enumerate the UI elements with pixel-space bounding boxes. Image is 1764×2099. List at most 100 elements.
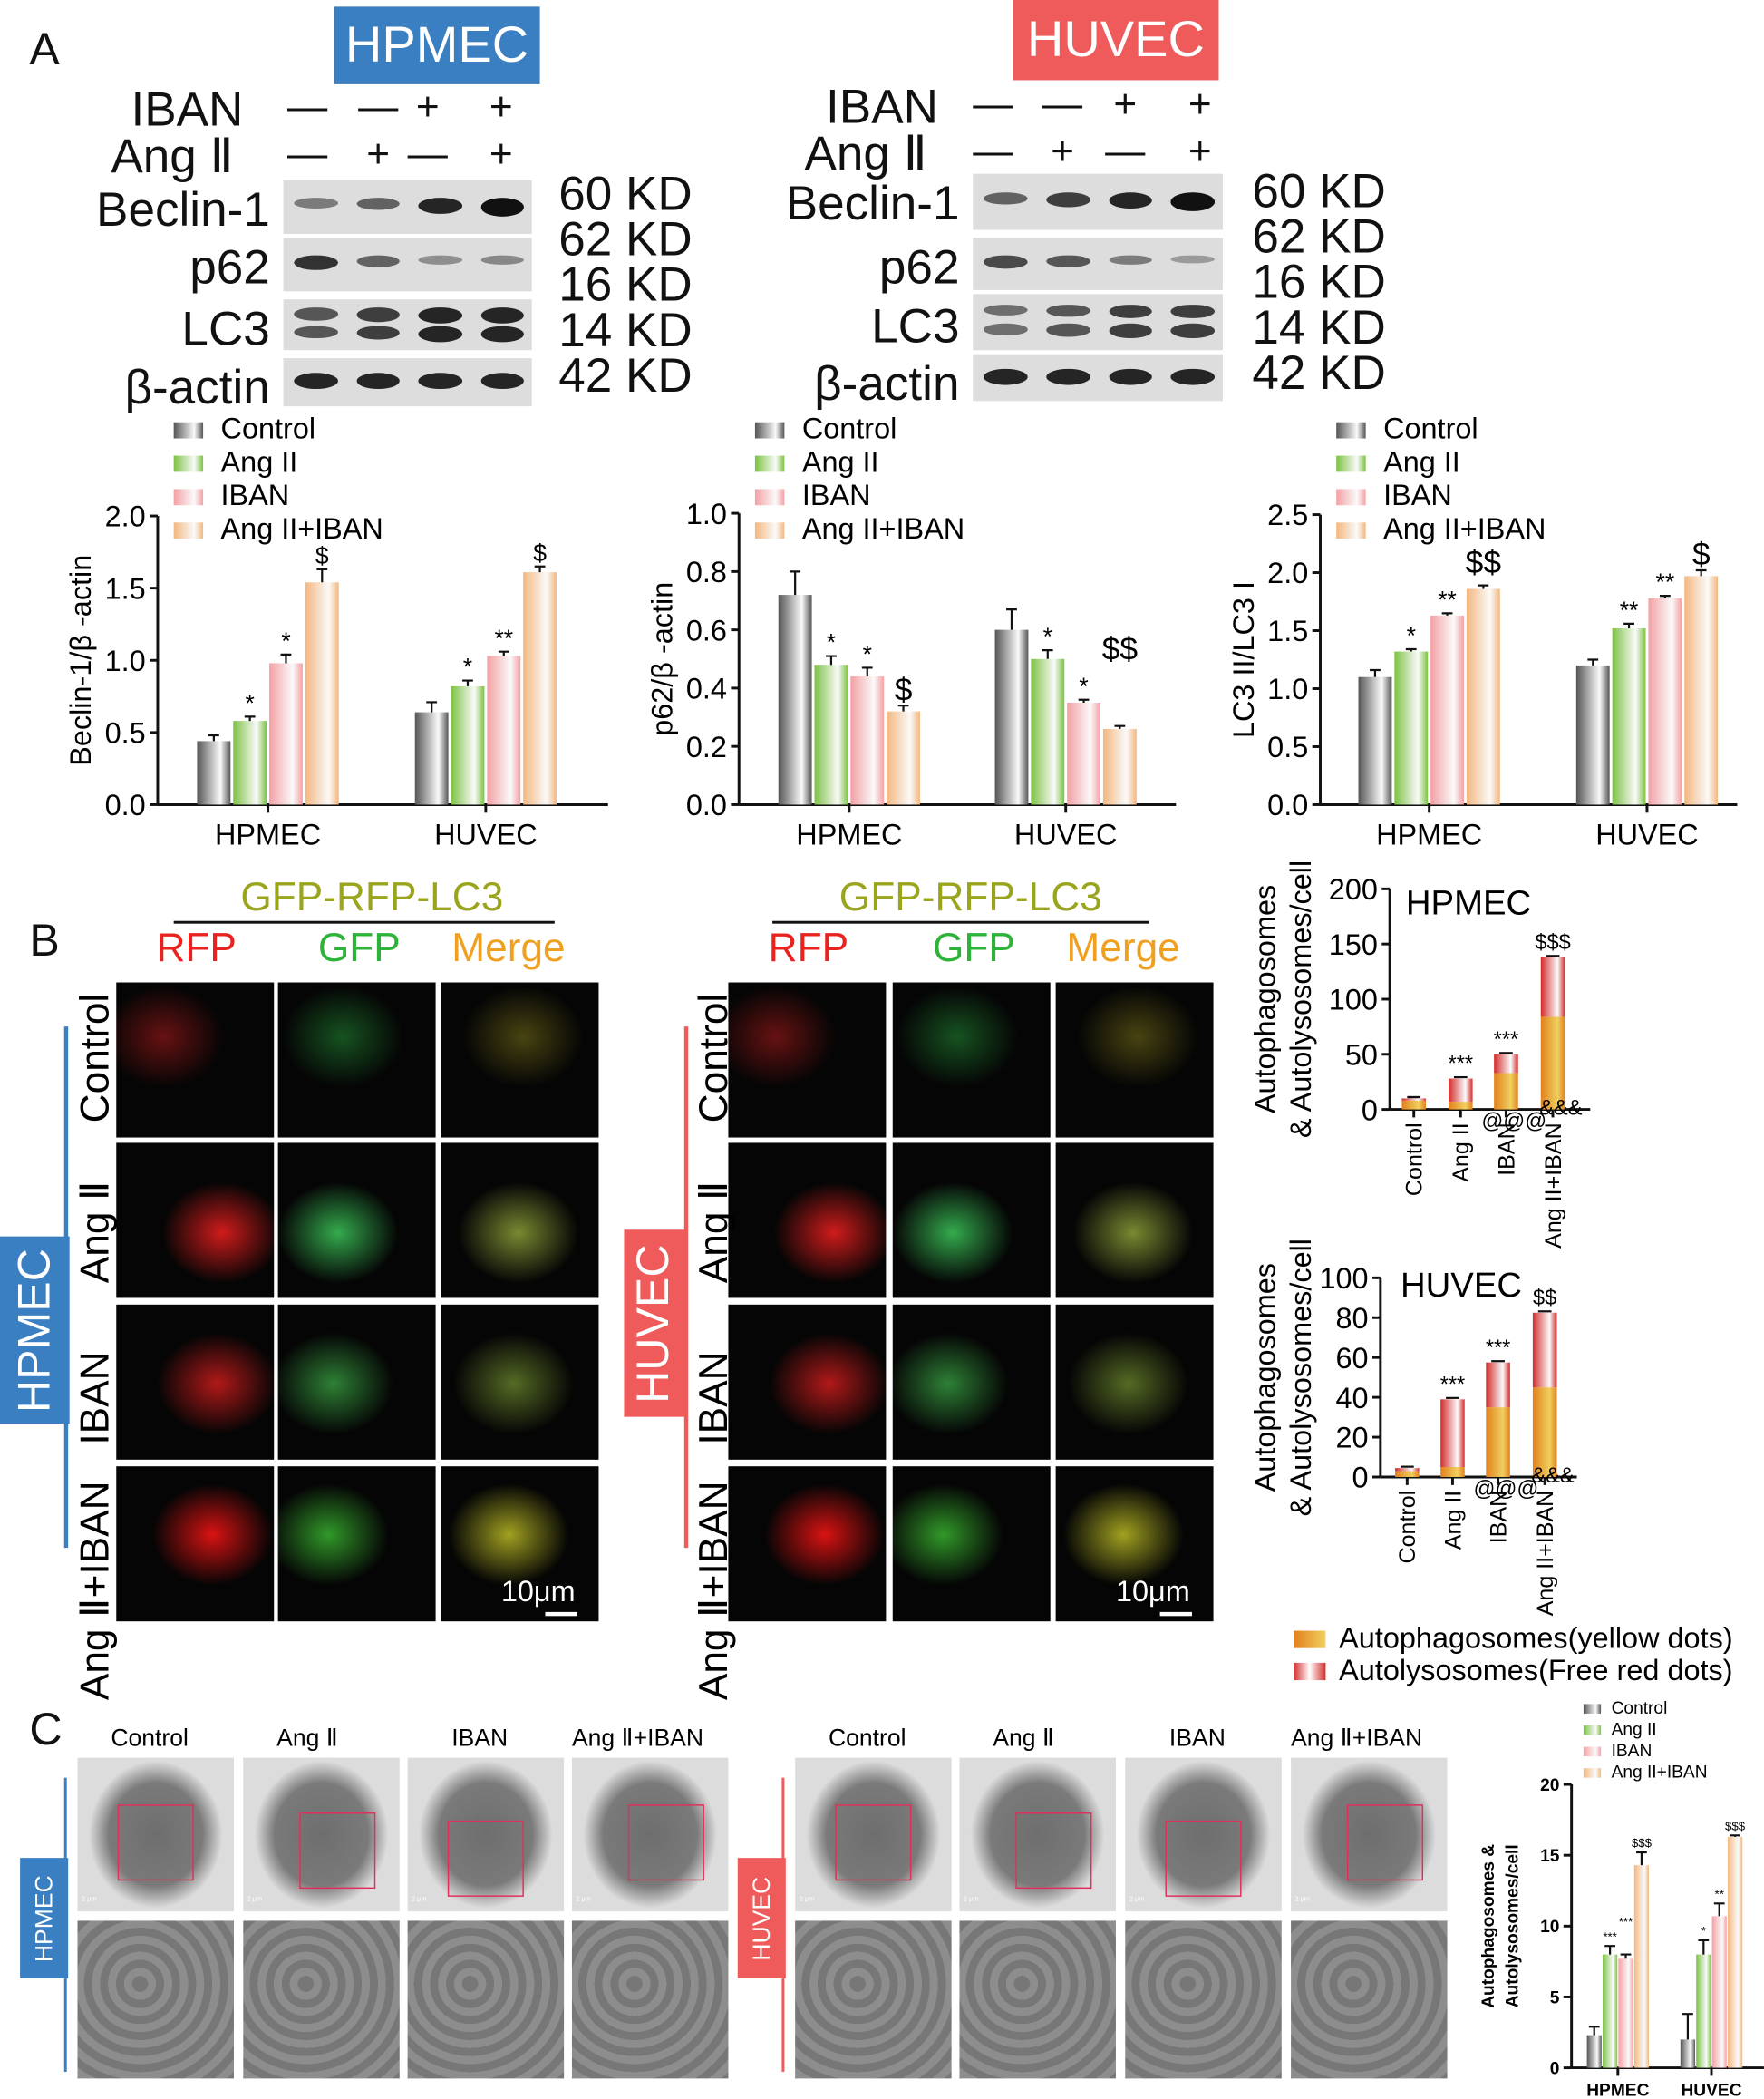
micrograph-hpmec xyxy=(441,1466,599,1622)
y-tick-label: 80 xyxy=(1336,1302,1369,1335)
cell-line-tag: HPMEC xyxy=(20,1858,69,1978)
protein-band xyxy=(1045,368,1090,385)
molecular-weight-label: 42 KD xyxy=(558,347,693,403)
y-axis-label-line1: Autophagosomes xyxy=(1248,885,1281,1113)
micrograph-hpmec xyxy=(277,982,436,1138)
group-bar xyxy=(683,1026,689,1549)
bar-iban xyxy=(1067,702,1101,805)
chart-1: 0.0 0.2 0.4 0.6 0.8 1.0 p62/β -actin * * $ HPMEC * *… xyxy=(646,413,1177,851)
blot-huvec-3 xyxy=(973,354,1223,402)
tem-scale-label: 2 μm xyxy=(247,1895,263,1904)
blot-hpmec-3 xyxy=(283,358,532,407)
tem-scale-label: 2 μm xyxy=(799,1895,815,1904)
y-tick-label: 1.0 xyxy=(105,645,146,677)
row-label: Ang Ⅱ xyxy=(73,1181,118,1284)
micrograph-hpmec xyxy=(441,1304,599,1460)
channel-label: GFP xyxy=(932,926,1015,971)
protein-band xyxy=(984,368,1028,385)
bar-ang-ii-iban xyxy=(1727,1836,1743,2068)
legend-label: Ang II xyxy=(221,445,298,478)
y-tick-label: 50 xyxy=(1345,1038,1378,1071)
legend-swatch xyxy=(1336,455,1366,472)
micrograph-hpmec xyxy=(277,1142,436,1298)
tem-detail-hpmec xyxy=(243,1920,400,2079)
tem-overview-hpmec: 2 μm xyxy=(243,1757,400,1912)
blot-huvec-0 xyxy=(973,173,1223,230)
legend-label: Ang II xyxy=(1383,445,1460,478)
error-bar xyxy=(316,568,328,583)
bar-ang-ii xyxy=(1696,1954,1711,2068)
legend-label: Control xyxy=(1612,1699,1668,1718)
y-tick-label: 0.8 xyxy=(686,556,727,588)
panel-label-b: B xyxy=(29,915,60,967)
protein-band xyxy=(984,192,1028,205)
error-bar xyxy=(790,570,801,596)
cell-line-tag-label: HPMEC xyxy=(8,1248,60,1413)
y-axis-label-line1: Autophagosomes & xyxy=(1479,1844,1498,2008)
tem-column-label: Ang Ⅱ+IBAN xyxy=(571,1724,704,1752)
tem-overview-huvec: 2 μm xyxy=(959,1757,1116,1912)
y-tick-label: 1.0 xyxy=(1267,673,1308,705)
error-bar xyxy=(1604,1945,1616,1955)
legend-swatch xyxy=(1336,522,1366,539)
bar-ang-ii xyxy=(1603,1954,1618,2068)
bar-ang-ii-iban xyxy=(1466,588,1500,805)
bar-autolysosomes xyxy=(1540,957,1565,1017)
tem-column-label: IBAN xyxy=(451,1724,509,1752)
chart-4: 0 20 40 60 80 100 Autophagosomes & Autolysosome… xyxy=(1248,1239,1577,1616)
significance-label: ** xyxy=(494,625,513,652)
significance-label: &&& xyxy=(1531,1463,1574,1487)
legend-swatch xyxy=(173,455,204,472)
legend-swatch xyxy=(173,489,204,506)
micrograph-huvec xyxy=(1055,1466,1214,1622)
legend-label: IBAN xyxy=(1383,479,1452,511)
tem-overview-huvec: 2 μm xyxy=(795,1757,952,1912)
protein-label: Beclin-1 xyxy=(96,181,270,237)
y-tick-label: 5 xyxy=(1550,1988,1560,2007)
tem-column-label: Ang Ⅱ xyxy=(276,1724,338,1752)
y-axis-label-line1: Autophagosomes xyxy=(1248,1263,1281,1492)
legend-label: Ang II xyxy=(802,445,879,478)
x-tick-label: HUVEC xyxy=(434,819,538,851)
significance-label: ** xyxy=(1620,597,1639,624)
y-tick-label: 0.0 xyxy=(1267,789,1308,821)
legend-swatch xyxy=(1583,1746,1602,1757)
bar-ang-ii-iban xyxy=(1684,576,1719,805)
legend-label: Ang II xyxy=(1612,1721,1657,1740)
tem-detail-hpmec xyxy=(407,1920,565,2079)
ang2-label: Ang Ⅱ xyxy=(111,128,234,183)
significance-label: * xyxy=(863,641,872,668)
molecular-weight-label: 14 KD xyxy=(558,302,693,357)
micrograph-hpmec xyxy=(277,1304,436,1460)
significance-label: &&& xyxy=(1539,1095,1582,1119)
bar-control xyxy=(1358,676,1392,805)
bar-autophagosomes xyxy=(1395,1471,1420,1477)
bar-ang-ii xyxy=(451,685,485,805)
bar-autolysosomes xyxy=(1440,1399,1465,1468)
chart-title: HUVEC xyxy=(1401,1266,1522,1305)
tem-overview-huvec: 2 μm xyxy=(1291,1757,1448,1912)
protein-band xyxy=(1108,304,1153,319)
tem-detail-huvec xyxy=(1125,1920,1282,2079)
legend-label: Control xyxy=(221,413,316,445)
cell-line-tag-label: HPMEC xyxy=(30,1874,57,1962)
molecular-weight-label: 42 KD xyxy=(1252,345,1386,400)
micrograph-hpmec xyxy=(441,1142,599,1298)
legend-label: Control xyxy=(1383,413,1478,445)
micrograph-hpmec xyxy=(116,1142,275,1298)
protein-label: β-actin xyxy=(814,355,960,411)
bar-autolysosomes xyxy=(1486,1362,1510,1408)
x-tick-label: IBAN xyxy=(1494,1122,1519,1175)
error-bar xyxy=(280,653,292,664)
cell-line-tag: HUVEC xyxy=(737,1858,786,1978)
significance-label: $$ xyxy=(1102,632,1139,667)
bar-ang-ii-iban xyxy=(305,582,339,805)
y-tick-label: 20 xyxy=(1336,1422,1369,1454)
tem-column-label: Ang Ⅱ xyxy=(993,1724,1054,1752)
scale-bar-label: 10μm xyxy=(500,1574,576,1608)
panel-label-a: A xyxy=(29,24,60,75)
channel-label: GFP xyxy=(317,926,401,971)
channel-label: Merge xyxy=(451,926,566,971)
protein-band xyxy=(1108,368,1153,385)
protein-band xyxy=(984,304,1028,316)
